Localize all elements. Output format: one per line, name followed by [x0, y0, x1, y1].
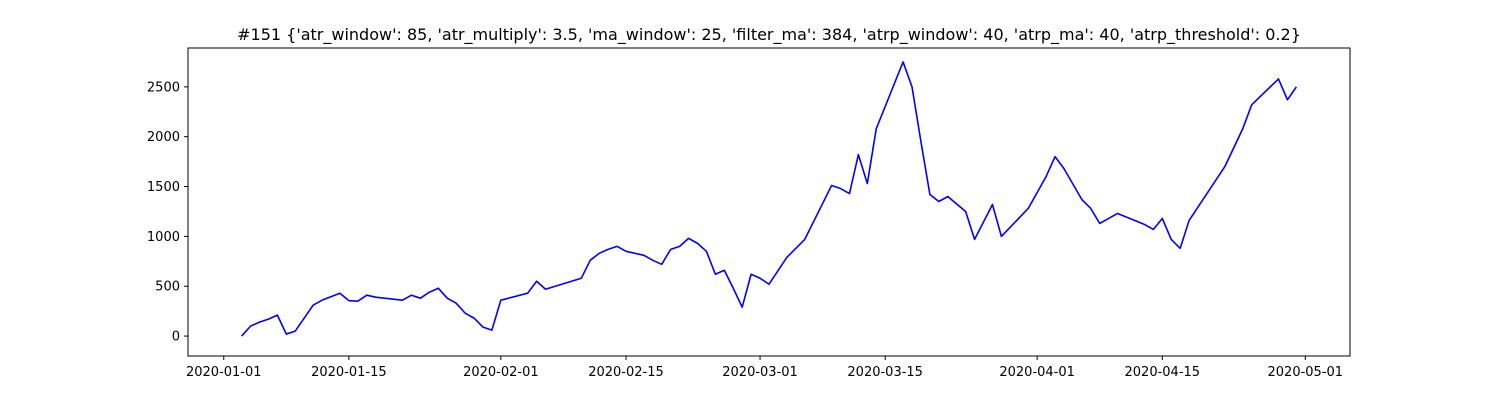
x-tick-label: 2020-03-15: [847, 365, 923, 380]
x-tick-label: 2020-03-01: [722, 365, 798, 380]
x-tick-label: 2020-01-01: [186, 365, 262, 380]
x-tick-label: 2020-02-15: [588, 365, 664, 380]
data-line: [241, 61, 1298, 337]
y-tick-label: 1500: [147, 180, 180, 195]
x-tick-label: 2020-04-01: [999, 365, 1075, 380]
x-tick-label: 2020-04-15: [1125, 365, 1201, 380]
y-tick-label: 2000: [147, 130, 180, 145]
y-tick-label: 0: [172, 330, 180, 345]
y-tick-label: 500: [155, 280, 180, 295]
x-tick-label: 2020-05-01: [1268, 365, 1344, 380]
x-tick-label: 2020-01-15: [311, 365, 387, 380]
y-tick-label: 2500: [147, 80, 180, 95]
plot-frame: [187, 47, 1351, 357]
x-tick-label: 2020-02-01: [463, 365, 539, 380]
chart-title: #151 {'atr_window': 85, 'atr_multiply': …: [237, 25, 1301, 45]
y-tick-label: 1000: [147, 230, 180, 245]
